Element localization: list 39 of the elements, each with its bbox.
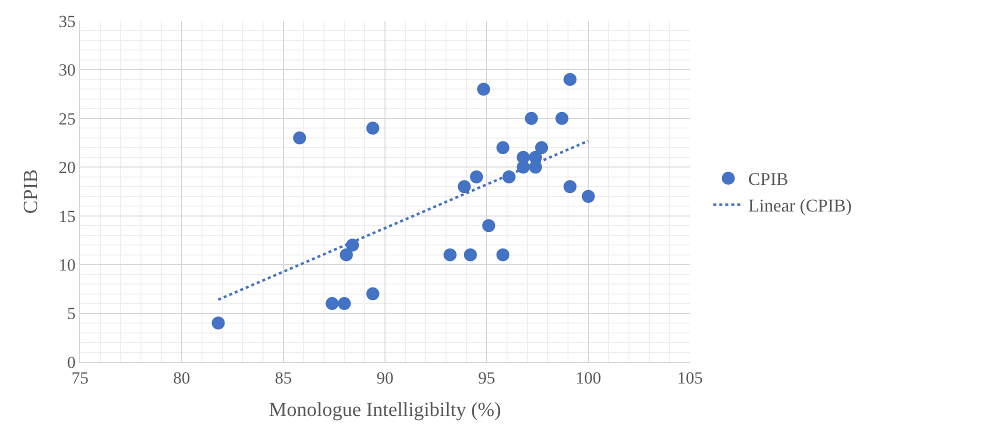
point (496, 248, 510, 262)
point (496, 141, 510, 154)
legend-label: CPIB (748, 169, 788, 190)
point (293, 131, 306, 144)
point (464, 248, 477, 262)
x-tick-label: 80 (173, 368, 190, 388)
point (555, 112, 568, 125)
y-tick-label: 35 (58, 12, 76, 31)
x-tick-label: 105 (677, 368, 703, 388)
point (482, 219, 496, 232)
point (212, 316, 225, 330)
point (524, 112, 538, 125)
y-tick-label: 5 (67, 304, 76, 324)
y-tick-label: 20 (58, 158, 76, 178)
legend-label: Linear (CPIB) (748, 196, 852, 216)
point (338, 297, 351, 310)
y-axis-title: CPIB (20, 169, 42, 214)
point (564, 72, 577, 86)
point (470, 170, 483, 184)
x-tick-label: 90 (376, 368, 394, 388)
y-tick-label: 15 (58, 206, 76, 226)
x-tick-label: 100 (576, 368, 602, 388)
x-tick-label: 85 (274, 368, 292, 388)
point (366, 287, 380, 300)
point (528, 160, 542, 174)
point (582, 190, 595, 203)
point (366, 122, 380, 135)
point (458, 180, 471, 194)
point (444, 248, 457, 262)
x-axis-title: Monologue Intelligibilty (%) (268, 398, 502, 421)
x-tick-label: 95 (478, 368, 496, 388)
point (326, 297, 339, 310)
point (535, 141, 548, 154)
point (564, 180, 577, 194)
y-tick-label: 30 (58, 60, 76, 80)
y-tick-label: 25 (58, 109, 76, 128)
point (340, 248, 353, 262)
point (477, 82, 490, 96)
y-tick-label: 10 (58, 256, 76, 275)
